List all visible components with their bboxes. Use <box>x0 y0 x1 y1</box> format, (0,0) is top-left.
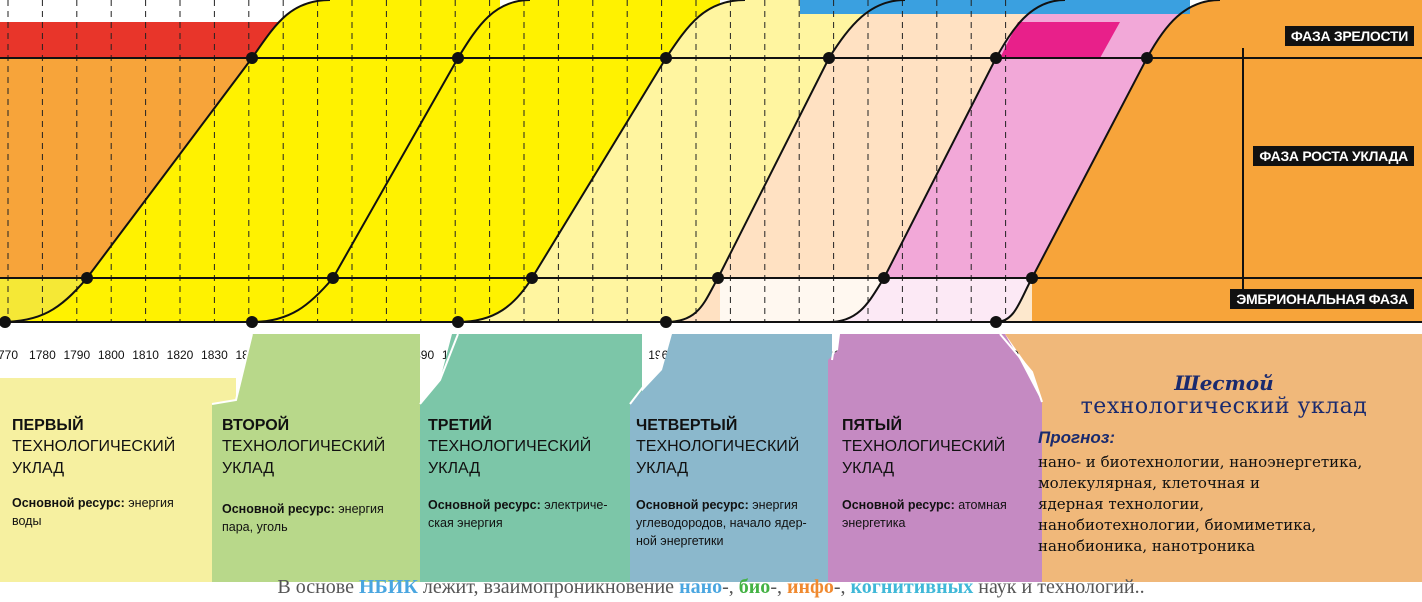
wave-5-top <box>1000 22 1120 58</box>
year-gridlines <box>7 0 1007 322</box>
uklad-2-resource: Основной ресурс: энергия пара, уголь <box>222 502 384 534</box>
uklad-4-type-1: ТЕХНОЛОГИЧЕСКИЙ <box>636 438 800 455</box>
year-label: 770 <box>0 348 18 362</box>
uklad-1-type-1: ТЕХНОЛОГИЧЕСКИЙ <box>12 438 176 455</box>
dot <box>712 272 724 284</box>
panel-2 <box>212 334 420 582</box>
year-label: 1810 <box>132 348 159 362</box>
dot <box>81 272 93 284</box>
uklad-6-title-2: технологический уклад <box>1080 394 1368 419</box>
phase-boundaries <box>0 57 1422 323</box>
uklad-1-text: ПЕРВЫЙ ТЕХНОЛОГИЧЕСКИЙ УКЛАД Основной ре… <box>12 416 217 530</box>
panel-separator <box>211 333 1043 405</box>
uklad-1-type-2: УКЛАД <box>12 460 65 477</box>
dot <box>660 52 672 64</box>
year-label: 1780 <box>29 348 56 362</box>
uklad-6-line-2: молекулярная, клеточная и <box>1038 474 1261 492</box>
year-label: 1800 <box>98 348 125 362</box>
uklad-3-type-1: ТЕХНОЛОГИЧЕСКИЙ <box>428 438 592 455</box>
uklad-6-forecast-label: Прогноз: <box>1038 428 1116 447</box>
uklad-1-resource: Основной ресурс: энергия воды <box>12 496 174 528</box>
panel-3 <box>420 334 642 582</box>
uklad-2-text: ВТОРОЙ ТЕХНОЛОГИЧЕСКИЙ УКЛАД Основной ре… <box>222 416 417 536</box>
uklad-4-resource: Основной ресурс: энергия углеводородов, н… <box>636 498 807 548</box>
uklad-6-text: Шестой технологический уклад Прогноз: на… <box>1032 372 1416 557</box>
panel-4 <box>630 334 832 582</box>
phase-dots <box>0 52 1153 328</box>
uklad-6-line-3: ядерная технологии, <box>1038 495 1205 513</box>
dot <box>452 52 464 64</box>
growth-band-left <box>0 58 87 278</box>
footer-caption: В основе НБИК лежит, взаимопроникновение… <box>277 576 1145 598</box>
uklad-3-resource: Основной ресурс: электриче-ская энергия <box>428 498 608 530</box>
phase-label-growth: ФАЗА РОСТА УКЛАДА <box>1253 146 1414 166</box>
embryo-band-left <box>0 278 20 322</box>
top-blue-patch <box>800 0 1190 14</box>
uklad-6-line-1: нано- и биотехнологии, наноэнергетика, <box>1038 453 1363 471</box>
panel-6 <box>1005 334 1422 582</box>
dot <box>246 52 258 64</box>
uklad-3-text: ТРЕТИЙ ТЕХНОЛОГИЧЕСКИЙ УКЛАД Основной ре… <box>428 416 638 532</box>
uklad-6-line-5: нанобионика, нанотроника <box>1038 537 1256 555</box>
year-label: 1820 <box>167 348 194 362</box>
phase-label-embryo: ЭМБРИОНАЛЬНАЯ ФАЗА <box>1230 289 1414 309</box>
uklad-2-type-1: ТЕХНОЛОГИЧЕСКИЙ <box>222 438 386 455</box>
dot <box>660 316 672 328</box>
dot <box>990 52 1002 64</box>
dot <box>1026 272 1038 284</box>
dot <box>823 52 835 64</box>
uklad-4-name: ЧЕТВЕРТЫЙ <box>636 417 738 434</box>
dot <box>878 272 890 284</box>
uklad-2-name: ВТОРОЙ <box>222 417 290 434</box>
uklad-panels <box>0 333 1422 582</box>
uklad-5-type-2: УКЛАД <box>842 460 895 477</box>
dot <box>0 316 11 328</box>
uklad-3-name: ТРЕТИЙ <box>428 417 492 434</box>
uklad-4-type-2: УКЛАД <box>636 460 689 477</box>
phase-label-mature: ФАЗА ЗРЕЛОСТИ <box>1284 26 1414 46</box>
dot <box>246 316 258 328</box>
uklad-5-resource: Основной ресурс: атомная энергетика <box>842 498 1007 530</box>
panel-5 <box>828 334 1042 582</box>
waves-group <box>0 0 1422 322</box>
uklad-2-type-2: УКЛАД <box>222 460 275 477</box>
dot <box>452 316 464 328</box>
uklad-3-type-2: УКЛАД <box>428 460 481 477</box>
wave-1-outline <box>0 0 331 323</box>
dot <box>526 272 538 284</box>
uklad-5-text: ПЯТЫЙ ТЕХНОЛОГИЧЕСКИЙ УКЛАД Основной рес… <box>842 416 1037 532</box>
wave-6 <box>996 0 1422 322</box>
dot <box>990 316 1002 328</box>
year-label: 1830 <box>201 348 228 362</box>
dot <box>1141 52 1153 64</box>
dot <box>327 272 339 284</box>
uklad-6-title-1: Шестой <box>1174 371 1274 395</box>
wave-white-region <box>720 278 1032 322</box>
uklad-6-line-4: нанобиотехнологии, биомиметика, <box>1038 516 1317 534</box>
uklad-4-text: ЧЕТВЕРТЫЙ ТЕХНОЛОГИЧЕСКИЙ УКЛАД Основной… <box>636 416 828 550</box>
uklad-1-name: ПЕРВЫЙ <box>12 417 84 434</box>
uklad-5-type-1: ТЕХНОЛОГИЧЕСКИЙ <box>842 438 1006 455</box>
uklad-5-name: ПЯТЫЙ <box>842 417 902 434</box>
year-label: 1790 <box>63 348 90 362</box>
panel-1 <box>0 378 236 582</box>
